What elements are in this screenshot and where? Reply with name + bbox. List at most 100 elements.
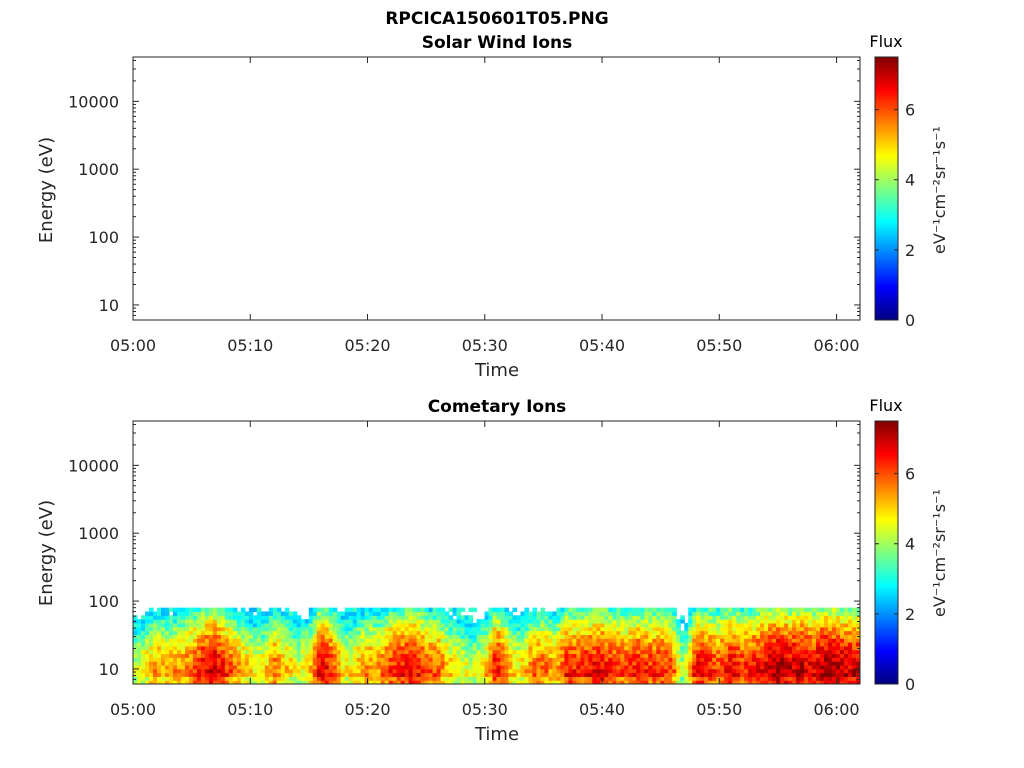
heatmap-cell <box>804 649 809 655</box>
heatmap-cell <box>192 649 198 655</box>
heatmap-cell <box>364 649 370 655</box>
heatmap-cell <box>340 615 346 620</box>
heatmap-cell <box>692 672 697 677</box>
heatmap-cell <box>588 645 593 651</box>
heatmap-cell <box>512 607 518 613</box>
heatmap-cell <box>276 664 282 670</box>
heatmap-cell <box>732 668 737 674</box>
heatmap-cell <box>720 676 725 681</box>
heatmap-cell <box>436 661 442 666</box>
heatmap-cell <box>656 638 661 643</box>
heatmap-cell <box>736 672 741 677</box>
heatmap-cell <box>180 657 186 662</box>
heatmap-cell <box>560 622 565 628</box>
heatmap-cell <box>848 638 853 643</box>
heatmap-cell <box>616 680 621 684</box>
heatmap-cell <box>628 622 633 628</box>
heatmap-cell <box>276 630 282 635</box>
heatmap-cell <box>332 661 338 666</box>
x-tick-label: 05:00 <box>110 700 156 719</box>
heatmap-cell <box>524 676 530 681</box>
heatmap-cell <box>404 668 410 674</box>
heatmap-cell <box>524 607 530 613</box>
heatmap-cell <box>464 664 470 670</box>
heatmap-cell <box>268 645 274 651</box>
heatmap-cell <box>452 607 458 613</box>
heatmap-cell <box>548 611 554 616</box>
heatmap-cell <box>192 626 198 632</box>
heatmap-cell <box>796 672 801 677</box>
heatmap-cell <box>736 630 741 635</box>
heatmap-cell <box>224 630 230 635</box>
heatmap-cell <box>236 649 242 655</box>
heatmap-cell <box>288 626 294 632</box>
heatmap-cell <box>736 653 741 658</box>
heatmap-cell <box>416 638 422 643</box>
heatmap-cell <box>664 607 669 613</box>
heatmap-cell <box>440 676 446 681</box>
heatmap-cell <box>772 615 777 620</box>
heatmap-cell <box>552 638 558 643</box>
heatmap-cell <box>256 626 262 632</box>
heatmap-cell <box>496 653 502 658</box>
heatmap-cell <box>248 672 254 677</box>
heatmap-cell <box>572 661 577 666</box>
heatmap-cell <box>704 676 709 681</box>
heatmap-cell <box>700 634 705 639</box>
heatmap-cell <box>300 661 306 666</box>
heatmap-cell <box>728 626 733 632</box>
heatmap-cell <box>832 630 837 635</box>
heatmap-cell <box>360 619 366 624</box>
heatmap-cell <box>133 661 138 666</box>
heatmap-cell <box>748 668 753 674</box>
heatmap-cell <box>416 634 422 639</box>
heatmap-cell <box>668 657 673 662</box>
heatmap-cell <box>332 680 338 684</box>
heatmap-cell <box>568 607 573 613</box>
heatmap-cell <box>380 664 386 670</box>
heatmap-cell <box>200 664 206 670</box>
heatmap-cell <box>676 676 681 681</box>
heatmap-cell <box>428 672 434 677</box>
heatmap-cell <box>133 626 138 632</box>
heatmap-cell <box>516 619 522 624</box>
heatmap-cell <box>248 645 254 651</box>
heatmap-cell <box>360 642 366 647</box>
heatmap-cell <box>368 680 374 684</box>
heatmap-cell <box>820 664 825 670</box>
heatmap-cell <box>716 622 721 628</box>
heatmap-cell <box>192 634 198 639</box>
heatmap-cell <box>256 611 262 616</box>
heatmap-cell <box>772 611 777 616</box>
heatmap-cell <box>524 615 530 620</box>
heatmap-cell <box>368 676 374 681</box>
heatmap-cell <box>456 630 462 635</box>
heatmap-cell <box>428 611 434 616</box>
heatmap-cell <box>620 645 625 651</box>
heatmap-cell <box>416 642 422 647</box>
heatmap-cell <box>280 653 286 658</box>
heatmap-cell <box>292 638 298 643</box>
heatmap-cell <box>840 680 845 684</box>
heatmap-cell <box>216 653 222 658</box>
heatmap-cell <box>552 622 558 628</box>
heatmap-cell <box>136 672 142 677</box>
heatmap-cell <box>460 630 466 635</box>
heatmap-cell <box>424 619 430 624</box>
heatmap-cell <box>448 672 454 677</box>
heatmap-cell <box>800 619 805 624</box>
heatmap-cell <box>148 615 154 620</box>
heatmap-cell <box>716 615 721 620</box>
heatmap-cell <box>133 668 138 674</box>
heatmap-cell <box>820 607 825 613</box>
heatmap-cell <box>408 680 414 684</box>
heatmap-cell <box>808 668 813 674</box>
heatmap-cell <box>752 611 757 616</box>
heatmap-cell <box>500 630 506 635</box>
heatmap-cell <box>396 672 402 677</box>
heatmap-cell <box>760 630 765 635</box>
heatmap-cell <box>372 630 378 635</box>
heatmap-cell <box>344 630 350 635</box>
heatmap-cell <box>784 680 789 684</box>
heatmap-cell <box>364 676 370 681</box>
